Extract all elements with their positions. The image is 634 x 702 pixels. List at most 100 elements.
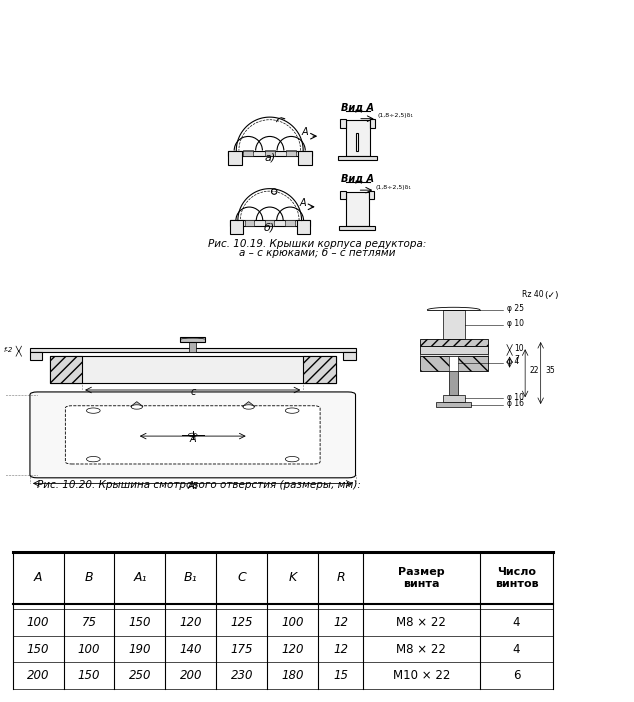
Text: Вид А: Вид А <box>341 173 374 183</box>
FancyBboxPatch shape <box>30 392 356 478</box>
Text: (✓): (✓) <box>544 291 559 300</box>
Text: 180: 180 <box>281 669 304 682</box>
Circle shape <box>86 456 100 462</box>
Polygon shape <box>242 402 255 406</box>
Text: 200: 200 <box>27 669 49 682</box>
Text: A₁: A₁ <box>188 481 198 491</box>
Text: 125: 125 <box>231 616 253 629</box>
Text: R: R <box>336 571 345 584</box>
Circle shape <box>86 408 100 413</box>
Bar <box>297 220 309 234</box>
Bar <box>450 371 458 395</box>
Bar <box>356 133 358 151</box>
Text: f-2: f-2 <box>3 347 13 352</box>
Bar <box>228 150 242 165</box>
Text: 22: 22 <box>529 366 539 375</box>
Text: 100: 100 <box>27 616 49 629</box>
Bar <box>368 191 374 199</box>
Text: 35: 35 <box>545 366 555 375</box>
Bar <box>339 157 377 161</box>
Text: 100: 100 <box>281 616 304 629</box>
Circle shape <box>188 433 197 437</box>
Bar <box>265 150 275 157</box>
Bar <box>436 402 471 407</box>
Text: 230: 230 <box>231 669 253 682</box>
Bar <box>265 220 275 226</box>
Text: Число
винтов: Число винтов <box>495 567 538 588</box>
Text: φ 4: φ 4 <box>507 357 519 366</box>
Text: c: c <box>190 388 195 397</box>
Text: а): а) <box>264 153 275 163</box>
Bar <box>303 356 335 383</box>
Circle shape <box>285 408 299 413</box>
Text: 120: 120 <box>281 642 304 656</box>
Text: A: A <box>34 571 42 584</box>
Bar <box>265 150 275 152</box>
Bar <box>339 226 375 230</box>
Circle shape <box>243 405 254 409</box>
Bar <box>228 150 311 157</box>
Text: 250: 250 <box>129 669 151 682</box>
Text: Рис. 10.20. Крышина смотрового отверстия (размеры, мм):: Рис. 10.20. Крышина смотрового отверстия… <box>37 480 361 490</box>
Bar <box>370 119 375 128</box>
Bar <box>420 354 488 355</box>
Polygon shape <box>131 402 143 406</box>
Bar <box>230 220 243 234</box>
Text: Вид А: Вид А <box>341 102 374 112</box>
Text: Rz 40: Rz 40 <box>522 290 544 298</box>
Bar <box>346 120 370 157</box>
Text: 190: 190 <box>129 642 151 656</box>
Text: 15: 15 <box>333 669 348 682</box>
Bar <box>420 346 488 354</box>
Bar <box>243 150 253 157</box>
Bar <box>285 220 295 226</box>
Circle shape <box>131 405 143 409</box>
Bar <box>30 347 356 352</box>
Text: 140: 140 <box>179 642 202 656</box>
Bar <box>265 220 275 222</box>
Text: B: B <box>85 571 93 584</box>
Bar <box>286 150 296 157</box>
Text: B₁: B₁ <box>184 571 198 584</box>
Text: M10 × 22: M10 × 22 <box>392 669 450 682</box>
Text: 150: 150 <box>129 616 151 629</box>
Bar <box>298 150 311 165</box>
Text: φ 25: φ 25 <box>507 304 524 313</box>
Text: A: A <box>300 197 306 208</box>
Bar <box>50 356 82 383</box>
Text: A₁: A₁ <box>133 571 146 584</box>
Text: Размер
винта: Размер винта <box>398 567 444 588</box>
Bar <box>450 355 458 371</box>
Text: 4: 4 <box>513 642 520 656</box>
Bar <box>245 220 254 222</box>
Bar <box>340 191 346 199</box>
Bar <box>243 150 253 152</box>
Text: φ 10: φ 10 <box>507 319 524 328</box>
Circle shape <box>271 189 277 194</box>
Text: A: A <box>302 127 308 137</box>
Text: M8 × 22: M8 × 22 <box>396 616 446 629</box>
Text: (1,8÷2,5)δ₁: (1,8÷2,5)δ₁ <box>376 185 411 190</box>
Bar <box>286 150 296 152</box>
Text: (1,8÷2,5)δ₁: (1,8÷2,5)δ₁ <box>377 114 413 119</box>
Bar <box>180 337 205 342</box>
Bar <box>346 192 368 226</box>
Text: 150: 150 <box>27 642 49 656</box>
Circle shape <box>285 456 299 462</box>
Text: φ 10: φ 10 <box>507 392 524 402</box>
Text: A: A <box>190 434 196 444</box>
FancyBboxPatch shape <box>65 406 320 464</box>
Text: 150: 150 <box>78 669 100 682</box>
Bar <box>30 352 42 360</box>
Text: 7: 7 <box>514 355 519 364</box>
Text: C: C <box>238 571 246 584</box>
Text: 100: 100 <box>78 642 100 656</box>
Text: 175: 175 <box>231 642 253 656</box>
Bar <box>343 352 356 360</box>
Text: 12: 12 <box>333 642 348 656</box>
Bar <box>230 220 309 226</box>
Text: K: K <box>288 571 297 584</box>
Text: а – с крюками; б – с петлями: а – с крюками; б – с петлями <box>239 248 395 258</box>
Bar <box>50 356 335 383</box>
Text: M8 × 22: M8 × 22 <box>396 642 446 656</box>
